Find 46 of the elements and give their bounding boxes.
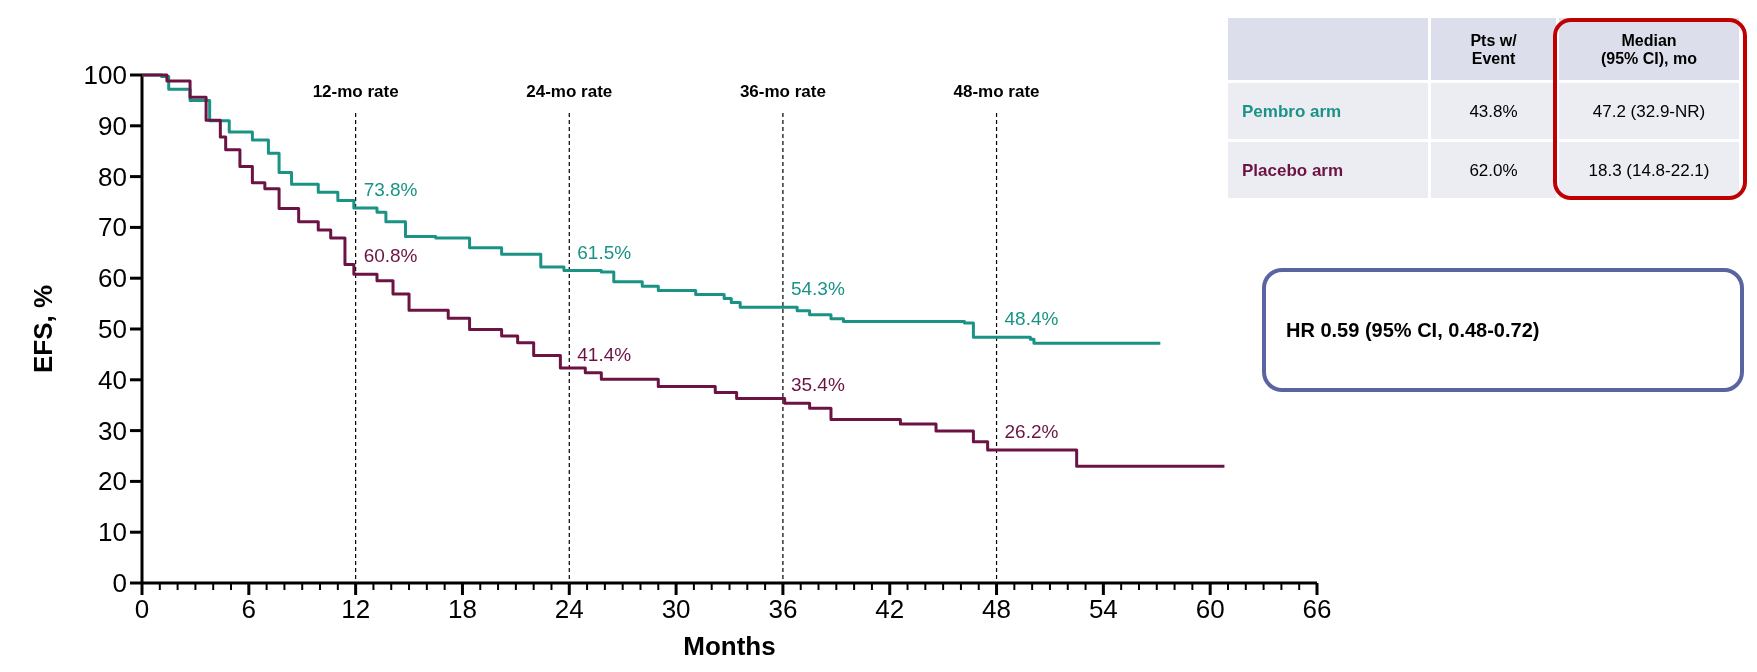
annotation: 48.4% (1004, 308, 1059, 330)
x-tick-label: 36 (768, 594, 798, 624)
ref-line-label: 24-mo rate (526, 82, 613, 101)
y-tick-label: 90 (98, 110, 127, 141)
y-tick-label: 100 (83, 60, 127, 90)
x-tick-label: 12 (341, 594, 371, 624)
y-tick-label: 80 (98, 161, 127, 192)
x-tick-label: 66 (1302, 594, 1332, 624)
y-tick-label: 50 (98, 314, 127, 344)
x-tick-label: 48 (982, 594, 1012, 624)
text: Pembro arm (1242, 101, 1342, 121)
ref-line-label: 12-mo rate (312, 82, 399, 101)
text: Placebo arm (1242, 160, 1344, 180)
x-axis-title: Months (683, 631, 776, 661)
annotation: 41.4% (577, 343, 632, 365)
annotation: 61.5% (577, 241, 632, 263)
annotation: HR 0.59 (95% CI, 0.48-0.72) (1286, 319, 1540, 341)
y-tick-label: 20 (98, 466, 127, 497)
x-tick-label: 6 (241, 594, 257, 624)
annotation: 60.8% (363, 245, 418, 267)
x-tick-label: 0 (134, 594, 150, 624)
annotation: 73.8% (363, 179, 418, 201)
annotation: 54.3% (790, 278, 845, 300)
y-tick-label: 40 (98, 364, 127, 395)
y-tick-label: 60 (98, 263, 127, 294)
x-tick-label: 24 (554, 594, 584, 624)
y-tick-label: 70 (98, 212, 127, 243)
y-axis-title: EFS, % (28, 284, 58, 374)
y-tick-label: 0 (112, 568, 127, 598)
x-tick-label: 60 (1195, 594, 1225, 624)
annotation: 26.2% (1004, 420, 1059, 442)
annotation: 35.4% (790, 374, 845, 396)
text: Pts w/ Event (1470, 31, 1518, 67)
text: 62.0% (1469, 160, 1518, 180)
x-tick-label: 42 (875, 594, 905, 624)
y-tick-label: 10 (98, 517, 127, 548)
x-tick-label: 30 (661, 594, 691, 624)
ref-line-label: 36-mo rate (739, 82, 826, 101)
text: Median (95% CI), mo (1600, 31, 1698, 67)
x-tick-label: 18 (447, 594, 477, 624)
text: 47.2 (32.9-NR) (1592, 101, 1706, 121)
y-tick-label: 30 (98, 415, 127, 446)
text: 43.8% (1469, 101, 1518, 121)
x-tick-label: 54 (1088, 594, 1118, 624)
ref-line-label: 48-mo rate (953, 82, 1040, 101)
text: 18.3 (14.8-22.1) (1588, 160, 1710, 180)
